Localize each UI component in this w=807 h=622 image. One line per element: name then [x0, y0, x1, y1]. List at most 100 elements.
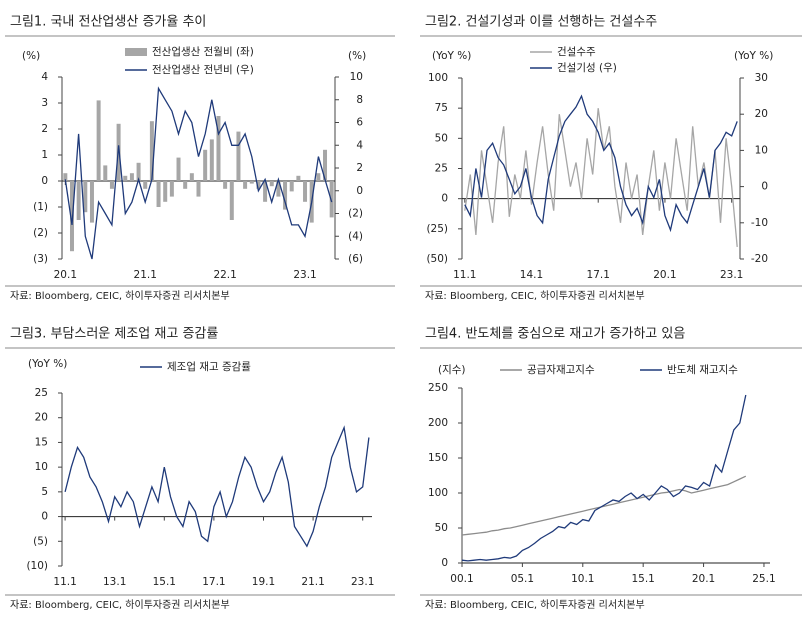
y-tick-label: 25 [435, 163, 448, 175]
legend-label: 제조업 재고 증감률 [167, 360, 251, 373]
x-tick-label: 23.1 [351, 576, 374, 588]
y-tick-label: 20 [35, 412, 48, 424]
y-tick-label: (25) [426, 223, 448, 235]
bar [256, 181, 261, 189]
bar [216, 116, 221, 181]
bar [276, 181, 281, 197]
y-tick-label: 10 [35, 461, 48, 473]
bar [63, 173, 68, 181]
y2-tick-label: 0 [356, 185, 363, 197]
line-series [461, 475, 747, 536]
bar [169, 181, 174, 197]
bar [143, 181, 148, 189]
x-tick-label: 22.1 [213, 269, 236, 281]
y-axis-label: (%) [22, 50, 40, 62]
bar [89, 181, 94, 223]
x-tick-label: 14.1 [520, 269, 543, 281]
y2-tick-label: 10 [350, 71, 363, 83]
x-tick-label: 17.1 [202, 576, 225, 588]
y2-tick-label: 4 [356, 139, 363, 151]
y-tick-label: (1) [33, 201, 48, 213]
y2-axis-label: (%) [348, 50, 366, 62]
y-tick-label: (3) [33, 253, 48, 265]
y-tick-label: 100 [428, 487, 448, 499]
y-tick-label: 15 [35, 436, 48, 448]
y-tick-label: 0 [441, 557, 448, 569]
x-tick-label: 13.1 [103, 576, 126, 588]
legend-label: 건설수주 [557, 46, 596, 58]
bar [163, 181, 168, 202]
y-tick-label: 200 [428, 417, 448, 429]
x-tick-label: 15.1 [153, 576, 176, 588]
bar [203, 149, 208, 181]
y2-tick-label: 6 [356, 117, 363, 129]
y2-tick-label: 20 [755, 108, 768, 120]
y-tick-label: 75 [435, 102, 448, 114]
x-tick-label: 00.1 [450, 573, 473, 585]
bar [176, 157, 181, 181]
legend-marker [125, 48, 147, 56]
x-tick-label: 21.1 [134, 269, 157, 281]
y2-axis-label: (YoY %) [734, 50, 773, 62]
y2-tick-label: (6) [348, 253, 363, 265]
x-tick-label: 20.1 [653, 269, 676, 281]
y-tick-label: (2) [33, 227, 48, 239]
bar [249, 181, 254, 184]
bar [316, 173, 321, 181]
figure-title: 그림3. 부담스러운 제조업 재고 증감률 [10, 327, 218, 342]
y-tick-label: 100 [428, 72, 448, 84]
bar [83, 181, 88, 213]
y2-tick-label: (4) [348, 230, 363, 242]
bar [123, 175, 128, 181]
bar [76, 181, 81, 220]
source: 자료: Bloomberg, CEIC, 하이투자증권 리서치본부 [10, 289, 230, 302]
bar [269, 181, 274, 187]
line-series [461, 394, 747, 562]
y-axis-label: (YoY %) [432, 50, 471, 62]
y-tick-label: 0 [41, 175, 48, 187]
bar [283, 181, 288, 210]
y2-tick-label: 0 [761, 181, 768, 193]
x-tick-label: 05.1 [511, 573, 534, 585]
bar [103, 165, 108, 181]
x-tick-label: 23.1 [293, 269, 316, 281]
y2-tick-label: (2) [348, 208, 363, 220]
bar [243, 181, 248, 189]
x-tick-label: 11.1 [53, 576, 76, 588]
bar [129, 173, 134, 181]
y-tick-label: 25 [35, 387, 48, 399]
x-tick-label: 15.1 [631, 573, 654, 585]
y-tick-label: 50 [435, 132, 448, 144]
y-tick-label: (50) [426, 253, 448, 265]
bar [329, 181, 334, 218]
source: 자료: Bloomberg, CEIC, 하이투자증권 리서치본부 [425, 598, 645, 611]
bar [289, 181, 294, 192]
bar [109, 181, 114, 189]
legend-label: 공급자재고지수 [527, 364, 595, 376]
y2-tick-label: 8 [356, 94, 363, 106]
y2-tick-label: 10 [755, 144, 768, 156]
legend-label: 반도체 재고지수 [667, 364, 738, 376]
y-tick-label: 150 [428, 452, 448, 464]
y-tick-label: (5) [33, 535, 48, 547]
line-series [464, 108, 738, 247]
line-series [64, 86, 333, 260]
legend-label: 건설기성 (우) [557, 62, 617, 74]
bar [149, 121, 154, 181]
y-axis-label: (YoY %) [28, 358, 67, 370]
bar [96, 100, 101, 181]
y-tick-label: 5 [41, 486, 48, 498]
source: 자료: Bloomberg, CEIC, 하이투자증권 리서치본부 [425, 289, 645, 302]
x-tick-label: 21.1 [301, 576, 324, 588]
bar [263, 181, 268, 202]
x-tick-label: 20.1 [692, 573, 715, 585]
x-tick-label: 25.1 [752, 573, 775, 585]
bar [323, 149, 328, 181]
y-tick-label: 2 [41, 123, 48, 135]
y-tick-label: 0 [441, 193, 448, 205]
bar [303, 181, 308, 202]
line-series [464, 94, 738, 233]
bar [189, 173, 194, 181]
x-tick-label: 20.1 [54, 269, 77, 281]
